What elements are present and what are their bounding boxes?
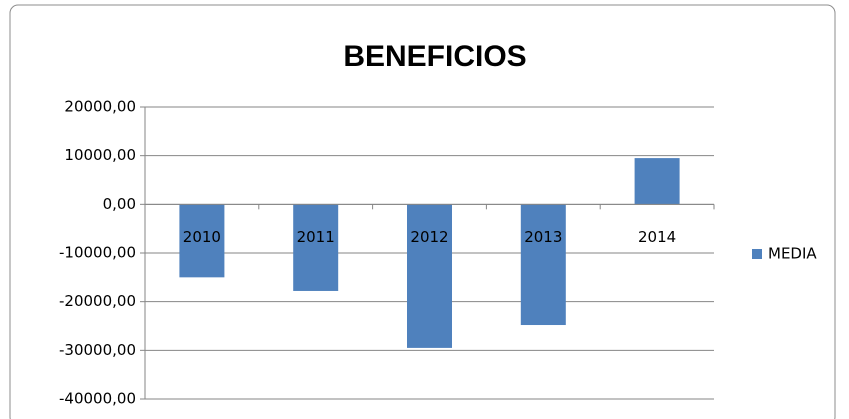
legend-swatch: [752, 249, 762, 259]
x-tick-label: 2011: [297, 228, 335, 246]
x-tick-label: 2014: [638, 228, 676, 246]
legend-label: MEDIA: [768, 245, 817, 263]
x-tick-label: 2013: [524, 228, 562, 246]
y-tick-label: 20000,00: [64, 98, 136, 116]
chart-title: BENEFICIOS: [343, 40, 526, 73]
bar: [407, 204, 452, 348]
y-tick-label: -40000,00: [59, 390, 136, 408]
bar: [179, 204, 225, 278]
y-tick-label: -20000,00: [59, 292, 136, 310]
bar: [520, 204, 566, 326]
y-tick-label: -10000,00: [59, 244, 136, 262]
y-tick-label: -30000,00: [59, 341, 136, 359]
y-tick-label: 10000,00: [64, 146, 136, 164]
x-tick-label: 2010: [183, 228, 221, 246]
x-tick-label: 2012: [410, 228, 448, 246]
bar: [634, 158, 680, 205]
y-tick-label: 0,00: [103, 195, 136, 213]
bar: [293, 204, 339, 291]
